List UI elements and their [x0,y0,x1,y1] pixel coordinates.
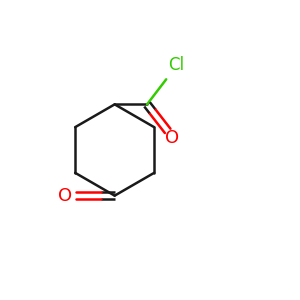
Text: O: O [58,187,72,205]
Text: Cl: Cl [169,56,185,74]
Text: O: O [165,129,179,147]
